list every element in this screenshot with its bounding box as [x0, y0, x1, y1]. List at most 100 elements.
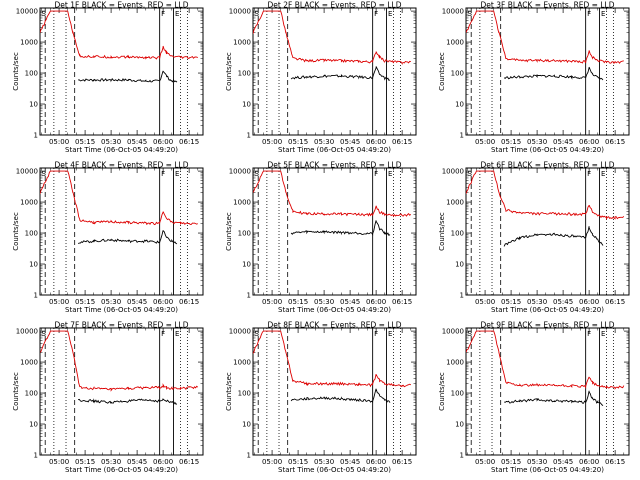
series-line-events — [290, 388, 391, 404]
y-tick-label: 1000 — [446, 39, 464, 47]
y-tick-label: 10 — [242, 421, 251, 429]
series-line-events — [503, 66, 604, 81]
plot-title: Det 3F BLACK = Events, RED = LLD — [481, 1, 615, 10]
x-tick-label: 06:00 — [153, 298, 173, 306]
series-line-lld — [466, 10, 624, 65]
x-tick-label: 05:15 — [501, 298, 521, 306]
y-tick-label: 10 — [29, 421, 38, 429]
detector-panel: Det 6F BLACK = Events, RED = LLD 1 10 100 10… — [438, 161, 630, 314]
y-tick-label: 1 — [247, 292, 251, 300]
marker-label-S: S — [468, 170, 473, 178]
marker-label-F: F — [161, 10, 165, 18]
plot-area — [466, 328, 625, 455]
series-line-lld — [253, 10, 411, 65]
detector-panel: Det 4F BLACK = Events, RED = LLD 1 10 100 10… — [12, 161, 204, 314]
x-tick-label: 06:00 — [579, 298, 599, 306]
marker-label-S: S — [468, 330, 473, 338]
marker-label-S: S — [255, 170, 260, 178]
x-tick-label: 05:30 — [101, 298, 121, 306]
plot-frame — [252, 7, 417, 136]
marker-label-E: E — [388, 170, 392, 178]
y-axis-label: Counts/sec — [225, 212, 233, 251]
x-tick-label: 06:15 — [179, 298, 199, 306]
x-tick-label: 05:15 — [501, 138, 521, 146]
y-axis-label: Counts/sec — [12, 52, 20, 91]
plot-title: Det 5F BLACK = Events, RED = LLD — [268, 161, 402, 170]
marker-label-F: F — [587, 330, 591, 338]
plot-frame — [465, 167, 630, 296]
y-axis-label: Counts/sec — [12, 372, 20, 411]
y-axis-label: Counts/sec — [12, 212, 20, 251]
marker-label-F: F — [161, 170, 165, 178]
y-tick-label: 10000 — [16, 328, 38, 336]
x-tick-label: 05:00 — [475, 138, 495, 146]
plot-area — [40, 168, 198, 295]
x-tick-label: 06:00 — [366, 458, 386, 466]
marker-label-E: E — [175, 10, 179, 18]
x-tick-label: 05:00 — [49, 138, 69, 146]
plot-title: Det 2F BLACK = Events, RED = LLD — [268, 1, 402, 10]
series-line-events — [77, 398, 178, 405]
x-tick-label: 05:00 — [49, 458, 69, 466]
x-tick-label: 05:45 — [340, 138, 360, 146]
y-tick-label: 100 — [451, 230, 464, 238]
x-axis-label: Start Time (06-Oct-05 04:49:20) — [278, 306, 391, 314]
x-tick-label: 05:45 — [553, 458, 573, 466]
marker-label-E: E — [601, 10, 605, 18]
marker-label-S: S — [468, 10, 473, 18]
y-tick-label: 10000 — [442, 8, 464, 16]
x-tick-label: 05:30 — [527, 138, 547, 146]
series-line-events — [503, 226, 604, 247]
y-tick-label: 100 — [25, 70, 38, 78]
y-tick-label: 10 — [455, 421, 464, 429]
y-tick-label: 1000 — [233, 359, 251, 367]
detector-panel: Det 3F BLACK = Events, RED = LLD 1 10 100 10… — [438, 1, 630, 154]
y-tick-label: 1 — [460, 452, 464, 460]
y-tick-label: 10000 — [442, 168, 464, 176]
y-tick-label: 10 — [455, 261, 464, 269]
plot-area — [253, 168, 412, 295]
y-tick-label: 10 — [29, 261, 38, 269]
plot-title: Det 8F BLACK = Events, RED = LLD — [268, 321, 402, 330]
y-tick-label: 1000 — [446, 199, 464, 207]
y-tick-label: 1 — [34, 292, 38, 300]
x-tick-label: 06:15 — [605, 458, 625, 466]
plot-title: Det 9F BLACK = Events, RED = LLD — [481, 321, 615, 330]
y-tick-label: 100 — [238, 390, 251, 398]
x-tick-label: 06:00 — [579, 138, 599, 146]
x-tick-label: 05:00 — [49, 298, 69, 306]
y-tick-label: 1 — [34, 452, 38, 460]
y-tick-label: 10 — [455, 101, 464, 109]
marker-label-F: F — [374, 10, 378, 18]
x-tick-label: 05:15 — [75, 138, 95, 146]
x-tick-label: 05:30 — [527, 298, 547, 306]
x-tick-label: 05:45 — [127, 458, 147, 466]
y-tick-label: 100 — [238, 70, 251, 78]
x-axis-label: Start Time (06-Oct-05 04:49:20) — [65, 146, 178, 154]
plot-area — [40, 8, 198, 135]
plot-area — [466, 8, 624, 135]
y-tick-label: 10000 — [16, 8, 38, 16]
plot-frame — [465, 7, 630, 136]
x-tick-label: 05:45 — [340, 458, 360, 466]
series-line-lld — [40, 10, 198, 60]
x-tick-label: 06:00 — [366, 138, 386, 146]
x-tick-label: 06:15 — [392, 138, 412, 146]
plot-frame — [39, 167, 204, 296]
y-tick-label: 1000 — [233, 199, 251, 207]
x-tick-label: 06:00 — [153, 138, 173, 146]
plot-frame — [39, 7, 204, 136]
x-axis-label: Start Time (06-Oct-05 04:49:20) — [278, 466, 391, 474]
plot-title: Det 7F BLACK = Events, RED = LLD — [55, 321, 189, 330]
marker-label-S: S — [42, 330, 47, 338]
x-tick-label: 05:00 — [262, 138, 282, 146]
plot-frame — [465, 327, 630, 456]
y-tick-label: 1 — [247, 132, 251, 140]
x-axis-label: Start Time (06-Oct-05 04:49:20) — [491, 306, 604, 314]
y-tick-label: 1000 — [20, 39, 38, 47]
series-line-lld — [40, 330, 199, 392]
plot-title: Det 6F BLACK = Events, RED = LLD — [481, 161, 615, 170]
plot-area — [253, 328, 412, 455]
x-tick-label: 05:00 — [262, 458, 282, 466]
